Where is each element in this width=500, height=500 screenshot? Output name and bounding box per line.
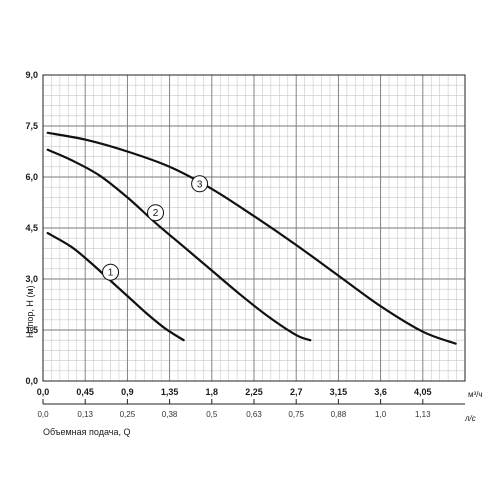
curve-3-label: 3 [197,179,203,190]
secondary-x-axis: 0,0 0,13 0,25 0,38 0,5 0,63 0,75 0,88 1,0 1,13 [37,399,465,419]
y-axis-ticks: 0,0 1,5 3,0 4,5 6,0 7,5 9,0 [25,70,38,386]
plot-frame [42,74,466,382]
x-tick-label: 4,05 [414,387,432,397]
curve-2-marker [147,204,165,222]
secondary-tick-label: 0,88 [331,410,347,419]
y-tick-label: 6,0 [25,172,38,182]
curves: 1 2 3 [46,131,457,345]
secondary-tick-label: 0,25 [120,410,136,419]
curve-3 [46,131,457,345]
curve-1-marker [102,263,120,281]
x-tick-label: 3,6 [374,387,387,397]
secondary-tick-label: 0,0 [37,410,49,419]
curve-3-marker [191,175,209,193]
x-tick-label: 0,45 [76,387,94,397]
secondary-tick-label: 1,0 [375,410,387,419]
secondary-tick-label: 0,5 [206,410,218,419]
x-tick-label: 2,25 [245,387,263,397]
curve-2 [46,148,312,342]
curve-1-label: 1 [108,268,114,279]
y-axis-label: Напор, H (м) [25,285,35,338]
curve-1 [46,232,185,342]
curve-2-label: 2 [153,208,159,219]
secondary-tick-label: 0,63 [246,410,262,419]
y-tick-label: 9,0 [25,70,38,80]
y-tick-label: 3,0 [25,274,38,284]
y-tick-label: 0,0 [25,376,38,386]
y-tick-label: 7,5 [25,121,38,131]
major-grid [42,74,465,382]
x-unit-secondary: л/с [464,414,476,423]
x-unit-primary: м³/ч [468,390,483,399]
x-tick-label: 0,0 [37,387,50,397]
y-tick-label: 4,5 [25,223,38,233]
secondary-tick-label: 0,13 [77,410,93,419]
x-tick-label: 2,7 [290,387,303,397]
y-tick-label: 1,5 [25,325,38,335]
x-tick-label: 3,15 [330,387,348,397]
x-tick-label: 1,8 [206,387,219,397]
x-tick-label: 0,9 [121,387,134,397]
x-tick-label: 1,35 [161,387,179,397]
secondary-tick-label: 1,13 [415,410,431,419]
secondary-tick-label: 0,38 [162,410,178,419]
x-axis-ticks: 0,0 0,45 0,9 1,35 1,8 2,25 2,7 3,15 3,6 4,05 [37,387,432,397]
secondary-tick-label: 0,75 [288,410,304,419]
x-axis-label-bottom: Объемная подача, Q [43,427,130,437]
